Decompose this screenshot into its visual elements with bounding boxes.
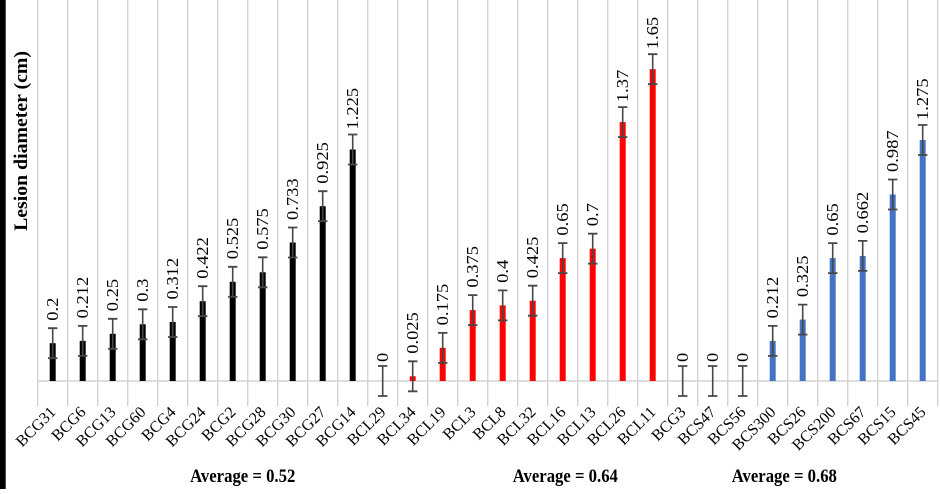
svg-text:1.65: 1.65 [643, 17, 662, 50]
svg-text:0.212: 0.212 [763, 277, 782, 319]
svg-text:1.37: 1.37 [613, 70, 632, 103]
svg-text:1.225: 1.225 [343, 88, 362, 130]
svg-text:0.7: 0.7 [583, 203, 602, 226]
svg-text:0.65: 0.65 [553, 203, 572, 236]
svg-text:0.375: 0.375 [463, 246, 482, 288]
svg-text:0: 0 [733, 353, 752, 362]
svg-text:Average = 0.68: Average = 0.68 [732, 465, 837, 486]
svg-text:0.925: 0.925 [313, 142, 332, 184]
svg-text:0.987: 0.987 [883, 130, 902, 172]
svg-text:0.25: 0.25 [103, 279, 122, 312]
svg-text:0: 0 [673, 353, 692, 362]
svg-text:0.325: 0.325 [793, 255, 812, 297]
svg-text:0.3: 0.3 [133, 279, 152, 302]
svg-text:0.212: 0.212 [73, 277, 92, 319]
svg-text:1.275: 1.275 [913, 78, 932, 120]
svg-text:0.312: 0.312 [163, 258, 182, 300]
svg-text:0.575: 0.575 [253, 208, 272, 250]
svg-text:Lesion diameter (cm): Lesion diameter (cm) [11, 51, 31, 231]
svg-text:0.422: 0.422 [193, 237, 212, 279]
svg-text:0: 0 [703, 353, 722, 362]
svg-text:0.662: 0.662 [853, 192, 872, 234]
svg-text:0.733: 0.733 [283, 178, 302, 220]
svg-text:0.65: 0.65 [823, 203, 842, 236]
svg-text:0.175: 0.175 [433, 284, 452, 326]
svg-text:0.4: 0.4 [493, 260, 512, 283]
svg-text:0.525: 0.525 [223, 218, 242, 260]
svg-text:0.2: 0.2 [43, 298, 62, 321]
svg-text:Average = 0.64: Average = 0.64 [513, 465, 618, 486]
svg-text:0: 0 [373, 353, 392, 362]
svg-text:0.025: 0.025 [403, 312, 422, 354]
svg-text:0.425: 0.425 [523, 236, 542, 278]
svg-text:Average = 0.52: Average = 0.52 [190, 465, 295, 486]
